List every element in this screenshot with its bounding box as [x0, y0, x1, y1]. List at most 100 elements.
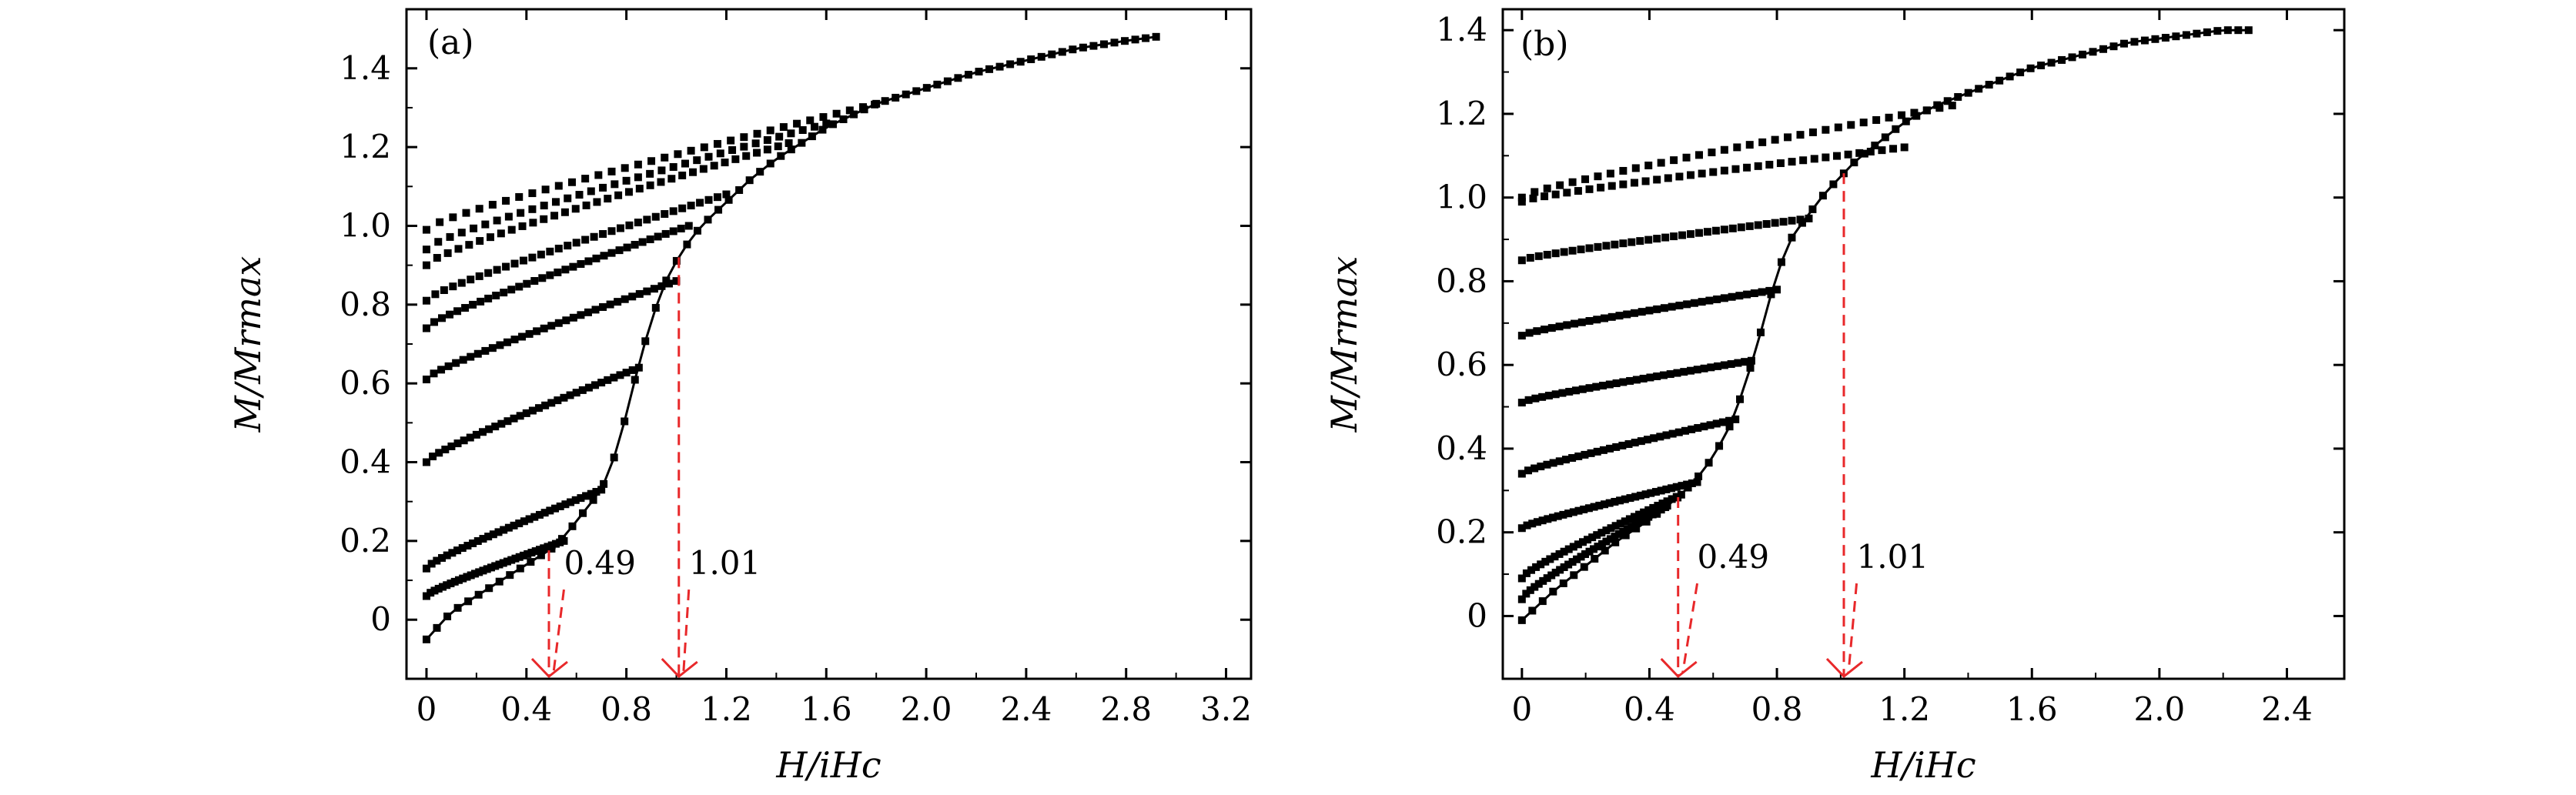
recoil-point: [1725, 416, 1734, 425]
initial-curve-point: [922, 84, 931, 92]
annotation-arrowhead: [530, 657, 568, 679]
recoil-point: [530, 513, 539, 521]
recoil-point: [1645, 306, 1654, 315]
recoil-point: [615, 246, 624, 255]
plot-frame: [1501, 8, 2346, 680]
recoil-point: [515, 553, 524, 561]
recoil-point: [1563, 189, 1571, 197]
recoil-point: [443, 249, 452, 257]
recoil-point: [1734, 359, 1742, 367]
initial-curve-point: [579, 509, 587, 517]
recoil-point: [1526, 253, 1534, 262]
recoil-point: [458, 544, 467, 553]
recoil-point: [524, 549, 532, 558]
recoil-point: [674, 150, 682, 159]
recoil-point: [822, 119, 831, 128]
recoil-point: [1788, 158, 1796, 166]
recoil-point: [560, 393, 568, 402]
recoil-point: [1531, 583, 1539, 591]
recoil-point: [1657, 159, 1665, 167]
recoil-point: [515, 282, 524, 291]
initial-curve-point: [453, 603, 462, 612]
recoil-point: [434, 238, 443, 246]
recoil-point: [461, 304, 470, 312]
y-tick-label: 1.0: [340, 206, 391, 244]
recoil-point: [1619, 527, 1628, 536]
initial-curve-point: [1746, 363, 1755, 372]
y-tick-label: 1.2: [340, 128, 391, 165]
recoil-point: [1563, 321, 1571, 329]
initial-curve-point: [798, 139, 806, 147]
recoil-point: [1687, 366, 1695, 375]
recoil-point: [507, 225, 516, 234]
y-tick-label: 1.4: [1436, 11, 1487, 48]
recoil-point: [1771, 135, 1779, 144]
recoil-point: [554, 182, 563, 190]
recoil-point: [1533, 518, 1541, 526]
recoil-point: [503, 417, 512, 426]
recoil-point: [1644, 235, 1653, 244]
recoil-point: [1653, 508, 1661, 516]
recoil-point: [722, 190, 731, 199]
recoil-point: [590, 232, 598, 241]
recoil-point: [1544, 515, 1552, 523]
initial-curve-point: [600, 479, 608, 488]
initial-curve-point: [954, 74, 962, 82]
recoil-point: [1662, 485, 1671, 493]
recoil-point: [1706, 421, 1715, 429]
recoil-point: [1574, 540, 1582, 549]
recoil-point: [1547, 571, 1556, 580]
recoil-point: [1834, 123, 1842, 132]
recoil-point: [669, 227, 677, 235]
recoil-point: [657, 178, 665, 186]
recoil-point: [1522, 590, 1531, 598]
recoil-point: [1670, 232, 1678, 241]
initial-curve-point: [839, 115, 848, 124]
recoil-point: [1595, 501, 1604, 509]
recoil-point: [510, 521, 518, 529]
initial-curve-point: [1611, 538, 1620, 546]
initial-curve-point: [683, 240, 691, 249]
recoil-point: [1574, 452, 1583, 460]
recoil-point: [518, 222, 527, 230]
recoil-point: [1618, 441, 1627, 449]
recoil-point: [454, 576, 463, 584]
recoil-point: [657, 282, 666, 290]
initial-curve-point: [2119, 39, 2128, 48]
recoil-point: [1544, 392, 1553, 400]
recoil-point: [1859, 119, 1868, 127]
recoil-point: [1605, 380, 1614, 389]
recoil-point: [740, 142, 748, 151]
recoil-point: [459, 574, 467, 583]
recoil-point: [443, 551, 451, 560]
recoil-point: [1578, 538, 1587, 546]
recoil-point: [728, 145, 737, 154]
recoil-point: [502, 196, 510, 205]
recoil-point: [422, 458, 430, 466]
recoil-point: [699, 165, 708, 173]
annotation-arrowhead: [1660, 657, 1698, 679]
recoil-point: [1549, 459, 1557, 467]
recoil-point: [525, 515, 534, 523]
recoil-point: [1605, 499, 1614, 507]
recoil-point: [1529, 194, 1537, 202]
initial-curve-point: [714, 205, 723, 214]
recoil-point: [696, 199, 704, 207]
y-tick-label: 0.4: [340, 443, 391, 481]
recoil-point: [1524, 466, 1532, 475]
recoil-point: [510, 259, 519, 268]
recoil-point: [457, 229, 466, 237]
recoil-point: [1626, 494, 1634, 503]
recoil-point: [1594, 543, 1602, 551]
recoil-point: [1743, 163, 1751, 172]
recoil-point: [1644, 506, 1653, 514]
recoil-point: [793, 119, 801, 128]
recoil-point: [693, 156, 701, 165]
recoil-point: [751, 139, 760, 148]
recoil-point: [1625, 515, 1634, 523]
recoil-point: [634, 160, 642, 169]
recoil-point: [721, 159, 729, 167]
recoil-point: [525, 329, 534, 338]
recoil-point: [623, 243, 631, 252]
recoil-point: [1614, 529, 1623, 538]
